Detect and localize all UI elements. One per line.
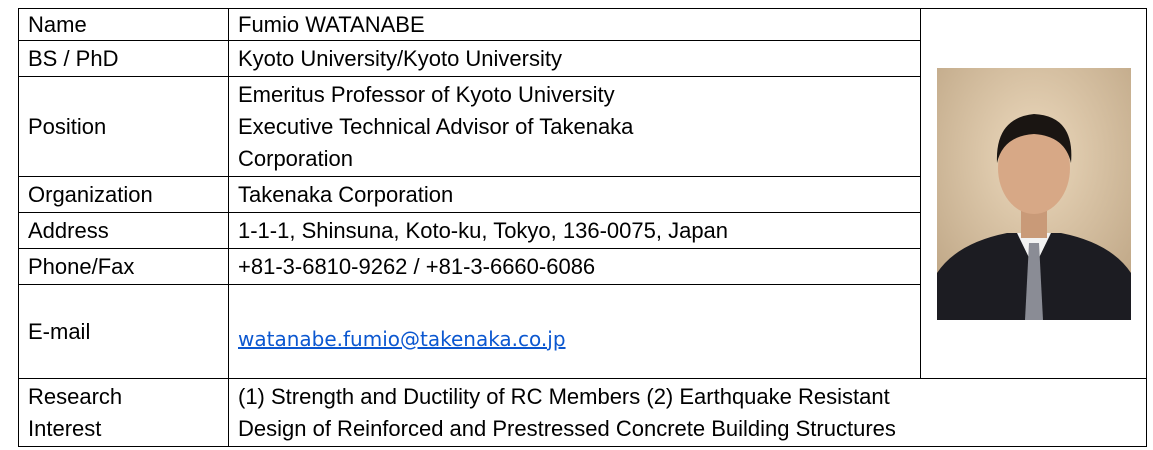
label-cell: Address	[18, 212, 229, 249]
value-cell: Takenaka Corporation	[228, 176, 921, 213]
value-cell: Emeritus Professor of Kyoto University E…	[228, 76, 921, 177]
photo	[936, 67, 1131, 320]
label-cell: Organization	[18, 176, 229, 213]
value-cell: 1-1-1, Shinsuna, Koto-ku, Tokyo, 136-007…	[228, 212, 921, 249]
value: 1-1-1, Shinsuna, Koto-ku, Tokyo, 136-007…	[238, 217, 729, 243]
value-cell: (1) Strength and Ductility of RC Members…	[228, 378, 1147, 447]
value-line: Executive Technical Advisor of Takenaka	[238, 113, 634, 139]
value: Kyoto University/Kyoto University	[238, 45, 562, 71]
value: Fumio WATANABE	[238, 11, 425, 37]
label-cell: Research Interest	[18, 378, 229, 447]
label-cell: Phone/Fax	[18, 248, 229, 285]
value-cell: Kyoto University/Kyoto University	[228, 40, 921, 77]
label: Organization	[28, 181, 153, 207]
label: E-mail	[28, 318, 91, 344]
value: +81-3-6810-9262 / +81-3-6660-6086	[238, 253, 596, 279]
value-cell: watanabe.fumio@takenaka.co.jp	[228, 284, 921, 379]
email-link[interactable]: watanabe.fumio@takenaka.co.jp	[238, 326, 566, 351]
value-cell: +81-3-6810-9262 / +81-3-6660-6086	[228, 248, 921, 285]
label-cell: Position	[18, 76, 229, 177]
label-cell: E-mail	[18, 284, 229, 379]
value-line: Design of Reinforced and Prestressed Con…	[238, 415, 896, 441]
label-cell: BS / PhD	[18, 40, 229, 77]
label-cell: Name	[18, 8, 229, 41]
photo-cell	[920, 8, 1147, 379]
label: Address	[28, 217, 109, 243]
label: Position	[28, 113, 107, 139]
label: Name	[28, 11, 87, 37]
label-line: Research	[28, 383, 123, 409]
label: Phone/Fax	[28, 253, 135, 279]
value-line: Corporation	[238, 145, 353, 171]
value: Takenaka Corporation	[238, 181, 454, 207]
value-cell: Fumio WATANABE	[228, 8, 921, 41]
value-line: Emeritus Professor of Kyoto University	[238, 81, 615, 107]
label: BS / PhD	[28, 45, 119, 71]
label-line: Interest	[28, 415, 102, 441]
value-line: (1) Strength and Ductility of RC Members…	[238, 383, 890, 409]
